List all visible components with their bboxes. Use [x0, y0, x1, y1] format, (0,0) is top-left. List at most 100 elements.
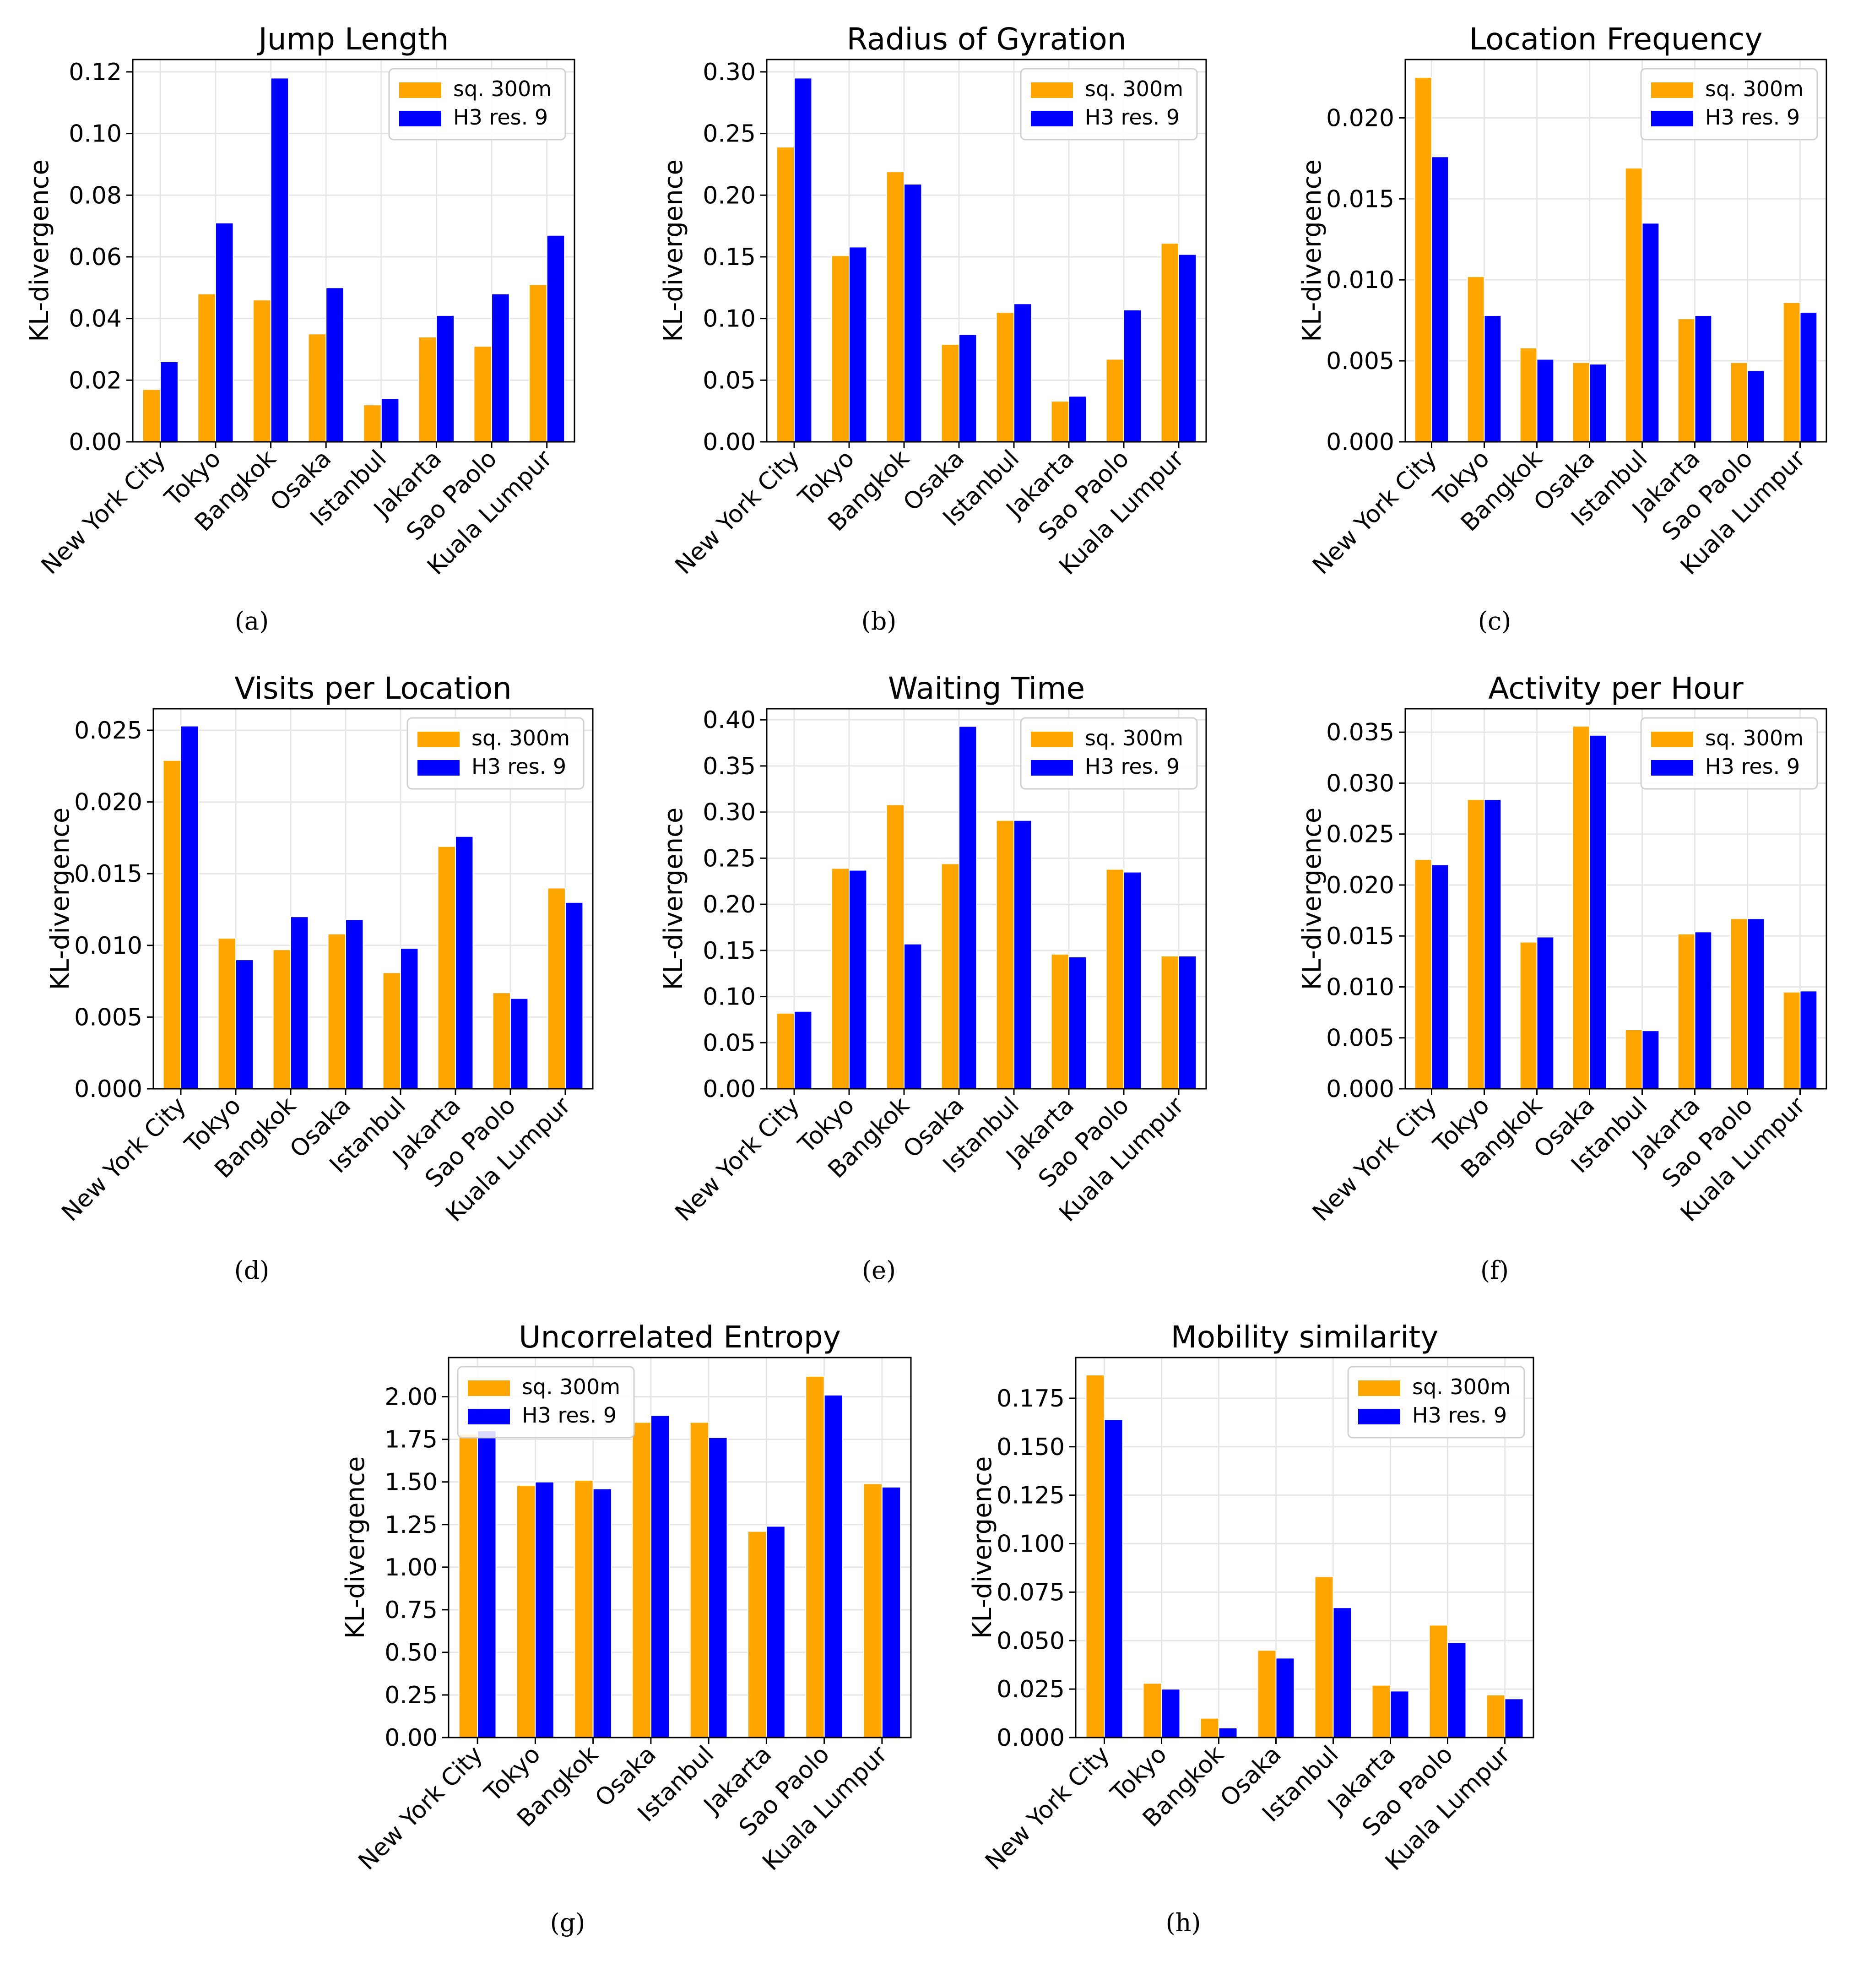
bar-sq-300m [529, 284, 547, 442]
bar-h3-res-9 [650, 1415, 670, 1738]
bar-sq-300m [805, 1375, 825, 1738]
legend-label: sq. 300m [1085, 76, 1183, 101]
bar-h3-res-9 [1747, 370, 1765, 442]
bar-sq-300m [863, 1483, 883, 1738]
chart-panel: 0.000 0.005 0.010 0.015 0.020 New York City To… [1236, 0, 1845, 632]
y-axis-label: KL-divergence [25, 159, 54, 342]
bar-h3-res-9 [1799, 311, 1818, 442]
y-tick-label: 0.00 [703, 429, 756, 456]
chart-panel: 0.000 0.005 0.010 0.015 0.020 0.025 0.030 0.035… [1236, 649, 1845, 1281]
bar-sq-300m [1371, 1684, 1391, 1738]
chart-title: Activity per Hour [1488, 671, 1744, 706]
bar-h3-res-9 [1641, 1030, 1660, 1089]
panel-caption: (h) [1165, 1908, 1201, 1937]
bar-h3-res-9 [477, 1430, 497, 1738]
y-tick-label: 0.000 [1326, 1075, 1394, 1103]
bar-h3-res-9 [325, 287, 344, 442]
bar-h3-res-9 [1123, 871, 1142, 1089]
axes-frame [152, 708, 594, 1090]
bar-h3-res-9 [708, 1437, 728, 1738]
y-tick-label: 0.020 [1326, 104, 1394, 132]
y-tick-label: 0.000 [997, 1724, 1065, 1752]
legend-label: H3 res. 9 [1705, 105, 1800, 130]
chart-svg: 0.00 0.25 0.50 0.75 1.00 1.25 1.50 1.75 2.00 New … [341, 1320, 912, 1876]
y-tick-label: 0.30 [703, 799, 756, 826]
bar-h3-res-9 [180, 725, 199, 1089]
chart-panel: 0.000 0.025 0.050 0.075 0.100 0.125 0.150 0.175… [925, 1298, 1534, 1930]
panel-caption: (e) [861, 1256, 896, 1285]
y-tick-label: 2.00 [385, 1384, 438, 1411]
bar-sq-300m [1200, 1717, 1219, 1738]
legend-label: H3 res. 9 [1085, 754, 1180, 779]
legend-label: H3 res. 9 [1705, 754, 1800, 779]
bar-sq-300m [1467, 799, 1485, 1089]
legend-label: H3 res. 9 [1412, 1403, 1507, 1428]
x-tick-label: New York City [1307, 445, 1442, 580]
legend: sq. 300m H3 res. 9 [1640, 717, 1818, 790]
y-tick-label: 0.005 [1326, 1025, 1394, 1052]
bar-sq-300m [776, 1012, 795, 1090]
bar-h3-res-9 [1747, 918, 1765, 1089]
bar-sq-300m [1730, 362, 1748, 442]
chart-title: Waiting Time [888, 671, 1085, 706]
bar-h3-res-9 [959, 334, 977, 443]
panel-caption: (g) [550, 1908, 585, 1937]
x-tick-label: New York City [980, 1741, 1115, 1876]
panel-caption: (b) [861, 607, 897, 636]
axes-frame [1404, 708, 1827, 1090]
y-tick-label: 0.025 [74, 717, 142, 744]
legend: sq. 300m H3 res. 9 [1640, 68, 1818, 141]
y-tick-label: 0.005 [74, 1004, 142, 1031]
bar-sq-300m [437, 846, 456, 1089]
legend-swatch [1031, 760, 1073, 776]
y-tick-label: 0.08 [69, 182, 122, 209]
chart-panel: 0.00 0.05 0.10 0.15 0.20 0.25 0.30 0.35 0.40 New … [609, 649, 1218, 1281]
bar-h3-res-9 [1068, 956, 1087, 1089]
bar-sq-300m [197, 293, 216, 442]
legend: sq. 300m H3 res. 9 [388, 68, 566, 141]
y-tick-label: 0.30 [703, 59, 756, 86]
bar-sq-300m [1519, 347, 1538, 443]
bar-sq-300m [163, 760, 182, 1090]
bar-sq-300m [142, 389, 161, 442]
bar-h3-res-9 [215, 222, 234, 442]
y-tick-label: 0.175 [997, 1385, 1065, 1412]
legend-swatch [1358, 1409, 1400, 1424]
legend-swatch [417, 732, 460, 747]
legend-swatch [1651, 732, 1693, 747]
y-tick-label: 0.025 [997, 1676, 1065, 1703]
x-tick-label: New York City [670, 445, 805, 580]
bar-h3-res-9 [881, 1486, 901, 1738]
y-tick-label: 0.010 [1326, 973, 1394, 1001]
bar-sq-300m [1625, 1029, 1643, 1090]
bar-sq-300m [382, 972, 401, 1089]
bar-sq-300m [1782, 991, 1801, 1089]
bar-sq-300m [1160, 955, 1179, 1089]
y-tick-label: 0.10 [703, 305, 756, 333]
y-tick-label: 0.020 [74, 789, 142, 816]
bar-h3-res-9 [565, 902, 584, 1089]
y-tick-label: 0.04 [69, 305, 122, 333]
bar-h3-res-9 [1484, 315, 1502, 443]
bar-h3-res-9 [1104, 1419, 1123, 1738]
bar-sq-300m [547, 887, 566, 1090]
bar-sq-300m [1257, 1650, 1277, 1738]
bar-sq-300m [1105, 869, 1124, 1089]
bar-sq-300m [308, 333, 327, 442]
legend-swatch [468, 1380, 510, 1396]
chart-title: Uncorrelated Entropy [519, 1320, 841, 1355]
y-axis-label: KL-divergence [968, 1456, 997, 1639]
bar-sq-300m [272, 949, 291, 1089]
bar-sq-300m [996, 312, 1014, 442]
bar-h3-res-9 [1589, 364, 1607, 442]
bar-sq-300m [1051, 401, 1069, 443]
bar-sq-300m [632, 1422, 651, 1738]
legend: sq. 300m H3 res. 9 [406, 717, 585, 790]
chart-svg: 0.00 0.05 0.10 0.15 0.20 0.25 0.30 New York Cit… [659, 22, 1207, 580]
bar-h3-res-9 [1161, 1689, 1181, 1738]
bar-h3-res-9 [235, 959, 254, 1089]
chart-title: Visits per Location [234, 671, 512, 706]
bar-h3-res-9 [510, 998, 529, 1090]
chart-svg: 0.000 0.005 0.010 0.015 0.020 0.025 0.030 0.035… [1297, 671, 1827, 1227]
bar-sq-300m [1160, 243, 1179, 442]
